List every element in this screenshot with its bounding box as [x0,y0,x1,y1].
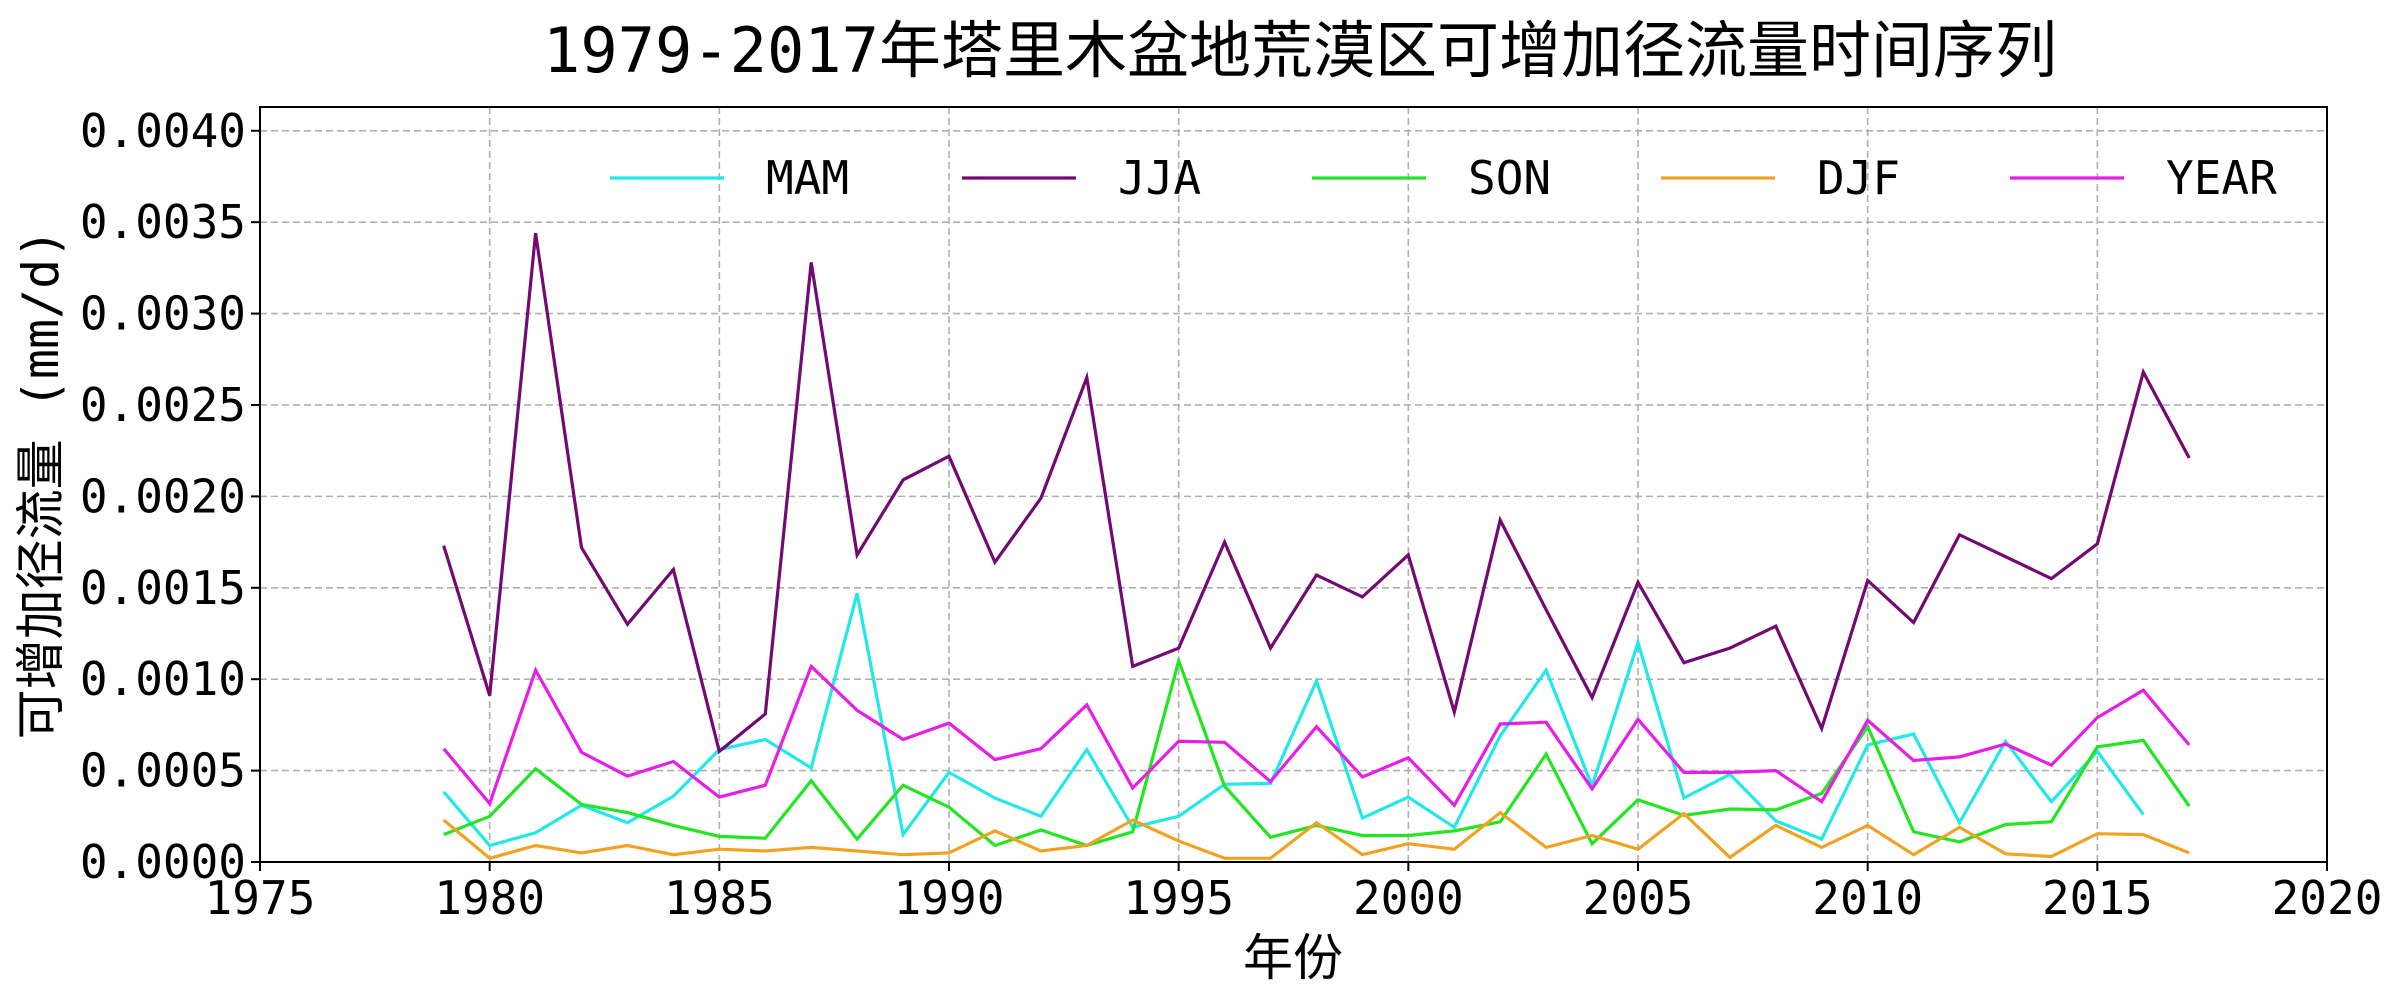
y-tick-label: 0.0025 [80,378,246,432]
x-tick-label: 2010 [1812,871,1923,925]
legend-item-mam: MAM [610,151,849,205]
x-ticks: 1975 1980 1985 1990 1995 2000 2005 2010 2015 2020 [205,862,2383,925]
y-tick-label: 0.0030 [80,287,246,341]
x-tick-label: 1975 [205,871,316,925]
x-tick-label: 1985 [664,871,775,925]
x-tick-label: 2000 [1353,871,1464,925]
y-ticks: 0.0000 0.0005 0.0010 0.0015 0.0020 0.0025 0.00… [80,104,260,889]
legend-label: JJA [1118,151,1201,205]
series-lines [442,232,2191,861]
legend-label: YEAR [2166,151,2277,205]
y-tick-label: 0.0000 [80,835,246,889]
x-tick-label: 2015 [2042,871,2153,925]
series-line-son [443,655,2191,848]
series-line-year [442,663,2191,808]
x-tick-label: 2020 [2272,871,2383,925]
x-tick-label: 1995 [1123,871,1234,925]
y-tick-label: 0.0015 [80,561,246,615]
x-tick-label: 2005 [1583,871,1694,925]
legend-label: SON [1468,151,1551,205]
y-tick-label: 0.0005 [80,744,246,798]
legend-label: DJF [1817,151,1900,205]
x-tick-label: 1990 [894,871,1005,925]
series-line-djf [442,810,2190,861]
legend-label: MAM [766,151,849,205]
x-axis-label: 年份 [1243,929,1343,987]
y-tick-label: 0.0010 [80,652,246,706]
legend-item-jja: JJA [962,151,1201,205]
chart-title: 1979-2017年塔里木盆地荒漠区可增加径流量时间序列 [543,14,2057,87]
series-line-mam [442,592,2145,848]
plot-frame [259,106,2328,863]
series-line-jja [442,232,2191,755]
x-tick-label: 1980 [434,871,545,925]
legend: MAM JJA SON DJF YEAR [610,151,2277,205]
legend-item-djf: DJF [1661,151,1900,205]
y-tick-label: 0.0040 [80,104,246,158]
y-axis-label: 可增加径流量 (mm/d) [12,229,70,740]
y-tick-label: 0.0035 [80,195,246,249]
legend-item-son: SON [1312,151,1551,205]
legend-item-year: YEAR [2010,151,2277,205]
y-tick-label: 0.0020 [80,469,246,523]
